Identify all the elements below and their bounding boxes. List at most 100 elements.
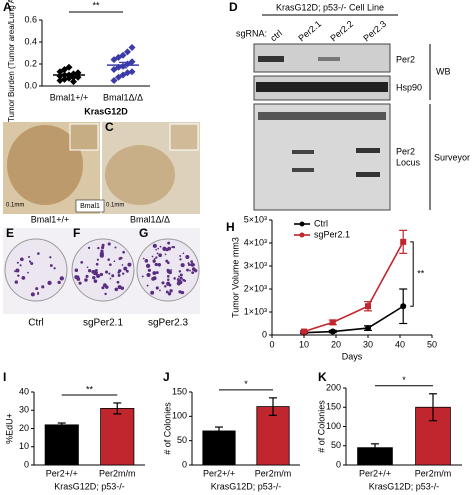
inset-label: Bmal1 <box>80 203 100 210</box>
colony <box>118 269 122 273</box>
colony <box>177 280 181 284</box>
colony <box>84 278 88 282</box>
panel-label: K <box>318 370 327 384</box>
colony <box>186 268 189 272</box>
panel-label: C <box>105 120 114 134</box>
y-axis-title: # of Colonies <box>162 402 172 455</box>
y-axis-title: # of Colonies <box>316 400 326 453</box>
series-line <box>303 305 404 334</box>
point <box>70 78 77 86</box>
colony <box>93 270 99 275</box>
x-axis-title: KrasG12D <box>84 106 128 116</box>
colony <box>93 279 98 283</box>
colony <box>192 263 196 266</box>
x-axis-title: KrasG12D; p53-/- <box>369 481 440 491</box>
y-tick-label: 40 <box>19 386 29 396</box>
bar <box>202 430 236 466</box>
x-tick-label: Per2m/m <box>99 468 136 478</box>
colony <box>151 276 156 281</box>
marker <box>365 303 371 310</box>
colony <box>101 286 105 290</box>
y-tick-label: 50 <box>177 435 187 445</box>
colony <box>114 287 119 292</box>
colony <box>102 283 107 288</box>
lane-label: ctrl <box>268 28 284 43</box>
colony <box>119 256 123 260</box>
x-tick-label: 30 <box>363 339 373 349</box>
colony <box>121 264 124 266</box>
x-tick-label: Per2+/+ <box>46 468 78 478</box>
colony <box>159 289 161 292</box>
colony <box>15 268 20 273</box>
y-tick-label: 100 <box>172 411 187 421</box>
colony <box>109 277 112 280</box>
point <box>128 58 136 66</box>
colony <box>168 270 172 275</box>
colony <box>179 258 182 261</box>
y-tick-label: 0.0 <box>24 80 37 90</box>
inset <box>169 123 199 151</box>
colony <box>104 270 109 274</box>
colony <box>85 274 89 278</box>
marker <box>329 319 336 326</box>
colony <box>108 272 111 275</box>
x-axis-title: Days <box>342 351 363 361</box>
colony <box>16 261 19 264</box>
point <box>119 51 127 59</box>
colony <box>127 262 132 267</box>
marker <box>365 325 371 332</box>
colony <box>74 268 79 272</box>
colony <box>107 242 111 246</box>
legend-marker <box>299 221 305 227</box>
marker <box>400 303 407 310</box>
colony <box>113 260 116 263</box>
colony <box>178 270 182 273</box>
colony <box>53 267 56 270</box>
significance: * <box>244 379 248 389</box>
colony <box>21 276 26 280</box>
panel-label: J <box>163 370 170 384</box>
colony <box>17 274 20 277</box>
y-tick-label: 0.4 <box>24 36 37 46</box>
x-tick-label: Per2+/+ <box>359 468 391 478</box>
colony <box>96 258 99 261</box>
colony <box>122 250 125 254</box>
colony <box>155 271 159 275</box>
band <box>356 148 380 153</box>
colony <box>164 253 167 256</box>
bar <box>256 406 290 466</box>
panel-label: D <box>229 0 238 14</box>
colony <box>28 260 32 263</box>
colony <box>173 277 176 280</box>
colony <box>19 264 22 267</box>
colony <box>157 263 162 267</box>
colony <box>111 274 115 278</box>
x-tick-label: 10 <box>299 339 309 349</box>
y-tick-label: 20 <box>19 423 29 433</box>
y-tick-label: 3×10³ <box>244 260 267 270</box>
band-label: Per2 <box>396 54 415 64</box>
y-tick-label: 50 <box>331 440 341 450</box>
colony <box>191 271 195 275</box>
colony <box>152 243 157 248</box>
colony <box>78 281 82 285</box>
colony <box>167 246 172 251</box>
y-tick-label: 0 <box>24 459 29 469</box>
colony <box>92 275 96 280</box>
band-label: Per2 <box>396 146 415 156</box>
y-axis-title: Tumor Burden (Tumor area/Lung Area) <box>7 0 16 122</box>
colony <box>49 256 52 259</box>
y-tick-label: 10 <box>19 441 29 451</box>
colony <box>95 262 99 266</box>
panel-label: A <box>3 0 12 14</box>
panel-label: H <box>226 220 235 234</box>
colony <box>194 268 198 273</box>
sig-bracket <box>410 241 414 307</box>
colony <box>185 255 190 260</box>
colony <box>167 278 170 282</box>
colony <box>147 268 151 272</box>
colony <box>114 246 117 249</box>
colony <box>117 285 122 290</box>
inset <box>69 123 99 151</box>
